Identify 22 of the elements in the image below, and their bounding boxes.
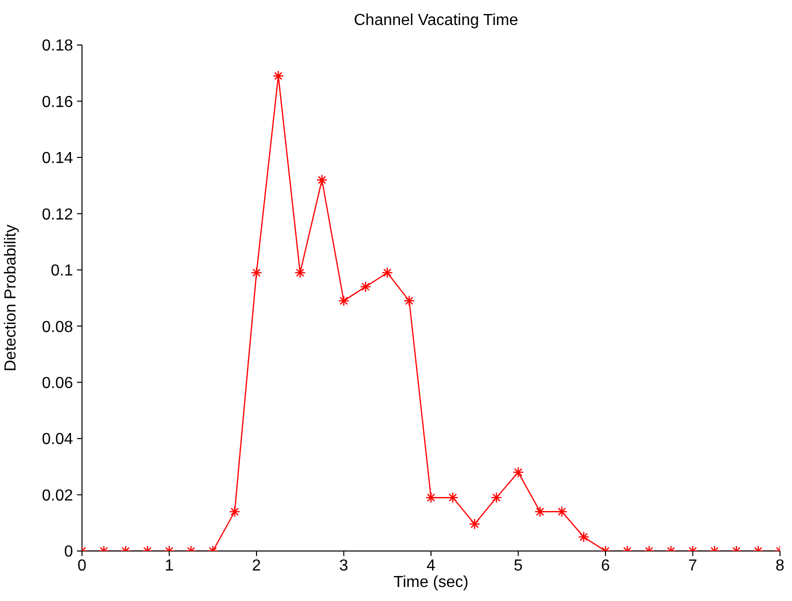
x-tick-label: 2 <box>252 557 262 574</box>
x-tick-label: 8 <box>776 557 785 574</box>
x-tick-label: 5 <box>514 557 523 574</box>
y-tick-label: 0.16 <box>42 94 74 111</box>
x-tick-label: 7 <box>688 557 698 574</box>
y-tick-label: 0 <box>64 544 74 561</box>
y-axis-title: Detection Probability <box>2 224 20 372</box>
y-tick-label: 0.02 <box>42 487 74 504</box>
y-tick-label: 0.12 <box>42 206 74 224</box>
x-tick-label: 0 <box>78 557 87 574</box>
y-tick-label: 0.18 <box>42 38 74 55</box>
x-tick-label: 3 <box>339 557 348 574</box>
x-axis-title: Time (sec) <box>394 574 468 591</box>
y-tick-label: 0.1 <box>50 262 74 280</box>
chart-title: Channel Vacating Time <box>352 12 520 30</box>
x-tick-label: 6 <box>601 557 610 574</box>
y-tick-label: 0.08 <box>42 318 74 336</box>
y-tick-label: 0.04 <box>42 431 74 448</box>
x-tick-label: 4 <box>426 557 436 574</box>
y-tick-label: 0.06 <box>42 375 74 392</box>
y-tick-label: 0.14 <box>42 150 74 168</box>
x-tick-label: 1 <box>164 557 174 574</box>
